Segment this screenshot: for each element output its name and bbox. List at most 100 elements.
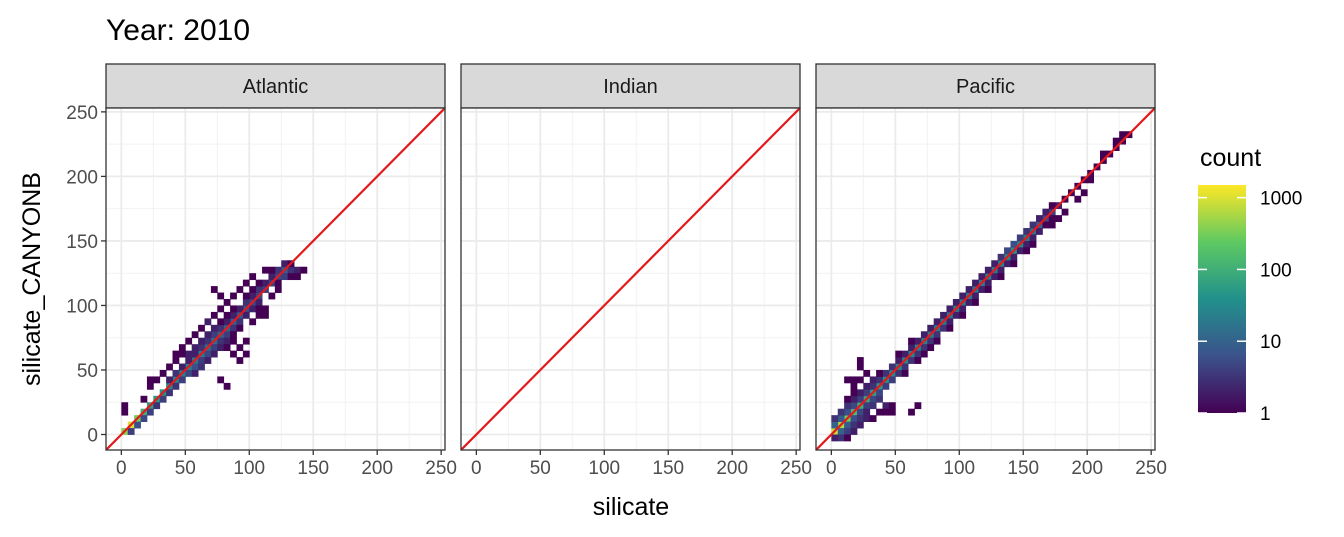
- heatmap-bin: [236, 286, 244, 293]
- legend-ticks-group: 1 10 100 1000: [1198, 189, 1302, 425]
- heatmap-bin: [236, 318, 244, 326]
- heatmap-bin: [255, 305, 263, 313]
- heatmap-bin: [1029, 234, 1037, 242]
- heatmap-bin: [262, 305, 269, 313]
- x-tick-label: 100: [943, 458, 975, 479]
- y-tick-label: 100: [66, 296, 98, 317]
- heatmap-bin: [869, 382, 877, 390]
- heatmap-bin: [172, 357, 180, 364]
- heatmap-bin: [901, 363, 909, 371]
- heatmap-bin: [946, 305, 954, 313]
- heatmap-bin: [831, 421, 839, 429]
- panel-plot-area: [816, 108, 1155, 450]
- x-tick-label: 100: [588, 458, 620, 479]
- x-tick-label: 150: [1007, 458, 1039, 479]
- heatmap-bin: [965, 286, 973, 293]
- heatmap-bin: [856, 389, 864, 397]
- reference-line: [816, 108, 1155, 450]
- heatmap-bin: [178, 344, 186, 352]
- heatmap-bin: [210, 344, 218, 352]
- legend-tick-label: 1: [1260, 404, 1271, 425]
- heatmap-bin: [217, 318, 225, 326]
- heatmap-bin: [850, 395, 858, 403]
- heatmap-bin: [223, 337, 231, 345]
- heatmap-bin: [178, 363, 186, 371]
- heatmap-bin: [882, 369, 890, 377]
- heatmap-bin: [914, 337, 922, 345]
- heatmap-bin: [997, 266, 1005, 274]
- heatmap-bin: [1004, 260, 1011, 268]
- heatmap-bin: [940, 324, 947, 332]
- facet-panel-pacific: Pacific 0 50 100 150 200 250: [815, 63, 1167, 479]
- plot-title: Year: 2010: [106, 14, 250, 47]
- heatmap-bin: [262, 311, 269, 319]
- heatmap-bin: [121, 408, 129, 416]
- heatmap-bin: [856, 376, 864, 384]
- heatmap-bin: [230, 311, 237, 319]
- heatmap-bin: [1023, 247, 1031, 255]
- heatmap-bin: [1036, 228, 1043, 235]
- heatmap-bin: [876, 389, 883, 397]
- heatmap-bin: [217, 376, 225, 384]
- heatmap-bin: [210, 286, 218, 293]
- heatmap-bin: [850, 382, 858, 390]
- heatmap-bin: [172, 382, 180, 390]
- heatmap-bin: [844, 428, 851, 435]
- x-tick-label: 50: [530, 458, 551, 479]
- heatmap-bin: [850, 421, 858, 429]
- heatmap-bin: [908, 408, 915, 416]
- heatmap-bin: [844, 434, 851, 442]
- heatmap-bin: [1010, 253, 1018, 261]
- heatmap-bin: [959, 311, 967, 319]
- heatmap-bin: [908, 337, 915, 345]
- heatmap-bin: [1016, 234, 1024, 242]
- legend-tick-label: 10: [1260, 332, 1281, 353]
- heatmap-bin: [863, 382, 871, 390]
- heatmap-bin: [255, 311, 263, 319]
- heatmap-bin: [856, 363, 864, 371]
- heatmap-bin: [204, 318, 212, 326]
- legend-tick-label: 100: [1260, 260, 1292, 281]
- heatmap-bin: [198, 363, 205, 371]
- heatmap-bin: [185, 369, 193, 377]
- legend-color-bar: [1198, 185, 1246, 413]
- color-legend: count 1 10 100 1000: [1198, 144, 1302, 425]
- heatmap-bin: [1036, 215, 1043, 222]
- heatmap-bin: [255, 286, 263, 293]
- heatmap-bin: [991, 273, 999, 281]
- heatmap-bin: [972, 292, 979, 300]
- heatmap-bin: [172, 350, 180, 358]
- heatmap-bin: [952, 299, 960, 306]
- heatmap-bin: [1048, 202, 1056, 210]
- heatmap-bin: [914, 357, 922, 364]
- heatmap-bin: [1055, 215, 1063, 222]
- heatmap-bin: [134, 421, 141, 429]
- heatmap-bin: [1029, 240, 1037, 248]
- heatmap-bin: [895, 357, 903, 364]
- heatmap-bin: [204, 337, 212, 345]
- x-tick-label: 0: [826, 458, 837, 479]
- heatmap-bin: [1048, 221, 1056, 229]
- heatmap-bin: [984, 266, 992, 274]
- panel-border: [460, 107, 801, 451]
- heatmap-bin: [933, 331, 941, 339]
- heatmap-bin: [876, 408, 883, 416]
- heatmap-bin: [159, 369, 167, 377]
- heatmap-bin: [230, 292, 237, 300]
- heatmap-bin: [204, 357, 212, 364]
- x-tick-label: 100: [233, 458, 265, 479]
- heatmap-bin: [255, 279, 263, 287]
- heatmap-bin: [217, 324, 225, 332]
- y-tick-label: 0: [87, 426, 98, 447]
- heatmap-bin: [882, 408, 890, 416]
- heatmap-bin: [1074, 195, 1082, 203]
- heatmap-bin: [274, 266, 282, 274]
- heatmap-bin: [856, 421, 864, 429]
- heatmap-bin: [268, 273, 276, 281]
- heatmap-bin: [850, 428, 858, 435]
- heatmap-bin: [837, 428, 845, 435]
- heatmap-bin: [217, 292, 225, 300]
- heatmap-bin: [121, 402, 129, 410]
- heatmap-bin: [837, 434, 845, 442]
- heatmap-bin: [869, 376, 877, 384]
